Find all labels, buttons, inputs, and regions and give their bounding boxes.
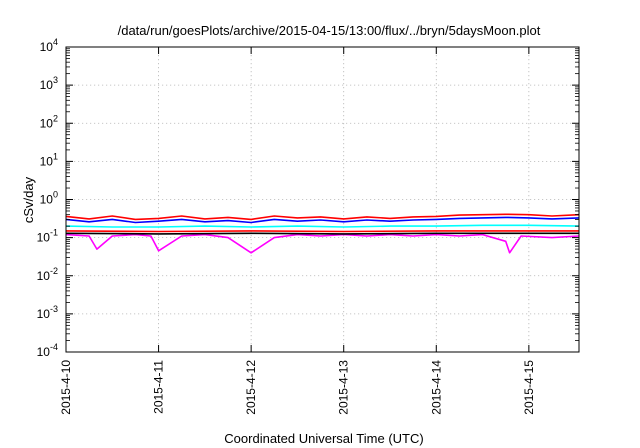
x-tick-label: 2015-4-11 [152, 360, 166, 414]
y-tick-base: 10 [37, 345, 51, 359]
y-tick-exponent: 4 [53, 37, 58, 47]
y-tick-base: 10 [40, 78, 54, 92]
x-tick-label: 2015-4-13 [337, 360, 351, 415]
y-tick-label: 103 [40, 75, 58, 92]
y-tick-exponent: -3 [50, 304, 58, 314]
y-tick-label: 10-4 [37, 342, 58, 359]
series-4-line [65, 216, 580, 224]
y-tick-base: 10 [37, 231, 51, 245]
y-tick-label: 102 [40, 113, 58, 130]
y-tick-label: 10-1 [37, 228, 58, 245]
x-tick-label: 2015-4-14 [429, 360, 443, 415]
chart-title: /data/run/goesPlots/archive/2015-04-15/1… [118, 23, 541, 38]
y-tick-label: 100 [40, 190, 58, 207]
y-tick-label: 101 [40, 151, 58, 168]
y-tick-exponent: 2 [53, 113, 58, 123]
y-tick-label: 10-3 [37, 304, 58, 321]
y-tick-exponent: 3 [53, 75, 58, 85]
y-tick-base: 10 [40, 193, 54, 207]
x-tick-label: 2015-4-10 [59, 360, 73, 415]
y-tick-exponent: -1 [50, 228, 58, 238]
x-tick-label: 2015-4-15 [522, 360, 536, 415]
y-tick-exponent: -2 [50, 266, 58, 276]
y-tick-base: 10 [40, 40, 54, 54]
y-tick-base: 10 [40, 154, 54, 168]
y-tick-exponent: -4 [50, 342, 58, 352]
series-2-line [65, 230, 579, 233]
x-axis-title: Coordinated Universal Time (UTC) [224, 431, 423, 446]
series-1-line [65, 232, 579, 235]
y-tick-label: 104 [40, 37, 58, 54]
y-tick-base: 10 [40, 116, 54, 130]
y-axis-title: cSv/day [21, 176, 36, 223]
x-tick-labels: 2015-4-10 2015-4-11 2015-4-12 2015-4-13 2015… [59, 360, 536, 415]
y-tick-exponent: 0 [53, 190, 58, 200]
series-group [65, 213, 580, 254]
y-tick-base: 10 [37, 307, 51, 321]
y-tick-exponent: 1 [53, 151, 58, 161]
series-0-line [65, 233, 580, 254]
series-3-line [65, 224, 580, 228]
ticks [65, 46, 579, 353]
grid [66, 47, 579, 352]
x-tick-label: 2015-4-12 [244, 360, 258, 415]
y-tick-label: 10-2 [37, 266, 58, 283]
y-tick-base: 10 [37, 269, 51, 283]
series-5-line [65, 213, 580, 221]
